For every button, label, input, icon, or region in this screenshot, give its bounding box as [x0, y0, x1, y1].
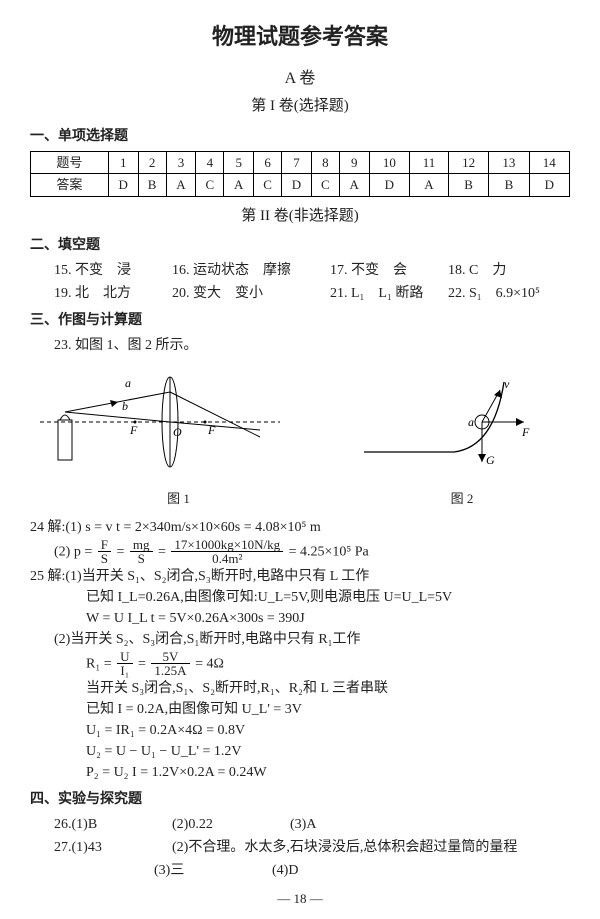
section-2-heading: 二、填空题	[30, 235, 570, 256]
fill-item: 18. C 力	[448, 260, 506, 281]
svg-text:F: F	[129, 423, 138, 437]
q24-line2: (2) p = FS = mgS = 17×1000kg×10N/kg0.4m²…	[30, 538, 570, 566]
fraction: 17×1000kg×10N/kg0.4m²	[171, 538, 283, 566]
q25-line2: 已知 I_L=0.26A,由图像可知:U_L=5V,则电源电压 U=U_L=5V	[30, 587, 570, 608]
figure-2-force-diagram: a v F G	[354, 362, 534, 482]
paper-label: A 卷	[30, 67, 570, 91]
fill-item: 16. 运动状态 摩擦	[172, 260, 312, 281]
q25-line7: 已知 I = 0.2A,由图像可知 U_L' = 3V	[30, 699, 570, 720]
table-row: 答案 D B A C A C D C A D A B B D	[31, 174, 570, 197]
fill-item: 20. 变大 变小	[172, 283, 312, 304]
section-4-heading: 四、实验与探究题	[30, 789, 570, 810]
q25-line3: W = U I_L t = 5V×0.26A×300s = 390J	[30, 608, 570, 629]
exp-item: (4)D	[272, 860, 298, 881]
q24-line1: 24 解:(1) s = v t = 2×340m/s×10×60s = 4.0…	[30, 517, 570, 538]
exp-item: (2)不合理。水太多,石块浸没后,总体积会超过量筒的量程	[172, 837, 517, 858]
svg-text:F: F	[207, 423, 216, 437]
section-1-heading: 一、单项选择题	[30, 126, 570, 147]
fill-item: 21. L₁ L₁ 断路	[330, 283, 430, 304]
fill-item: 22. S₁ 6.9×10⁵	[448, 283, 540, 304]
exp-row: 26.(1)B (2)0.22 (3)A	[54, 814, 570, 835]
fill-item: 17. 不变 会	[330, 260, 430, 281]
exp-row: 27.(1)43 (2)不合理。水太多,石块浸没后,总体积会超过量筒的量程	[54, 837, 570, 858]
svg-text:G: G	[486, 453, 495, 467]
svg-text:F: F	[521, 425, 530, 439]
svg-text:a: a	[468, 415, 474, 429]
page-title: 物理试题参考答案	[30, 20, 570, 53]
q25-line5: R₁ = UI₁ = 5V1.25A = 4Ω	[30, 650, 570, 678]
fill-item: 15. 不变 浸	[54, 260, 154, 281]
svg-text:b: b	[122, 399, 128, 413]
exp-item: 26.(1)B	[54, 814, 154, 835]
fill-row: 19. 北 北方 20. 变大 变小 21. L₁ L₁ 断路 22. S₁ 6…	[54, 283, 570, 304]
q25-line9: U₂ = U − U₁ − U_L' = 1.2V	[30, 741, 570, 762]
fraction: 5V1.25A	[151, 650, 189, 678]
exp-item: (3)三	[154, 860, 254, 881]
page-number: — 18 —	[30, 889, 570, 909]
answer-table: 题号 1 2 3 4 5 6 7 8 9 10 11 12 13 14 答案 D…	[30, 151, 570, 197]
svg-text:v: v	[504, 377, 510, 391]
figure-2-caption: 图 2	[354, 489, 570, 509]
part2-heading: 第 II 卷(非选择题)	[30, 205, 570, 228]
figure-1-lens-diagram: a b F F O	[30, 362, 290, 482]
q25-line4: (2)当开关 S₂、S₃闭合,S₁断开时,电路中只有 R₁工作	[30, 629, 570, 650]
svg-text:a: a	[125, 376, 131, 390]
fill-item: 19. 北 北方	[54, 283, 154, 304]
fraction: UI₁	[117, 650, 132, 678]
fill-row: 15. 不变 浸 16. 运动状态 摩擦 17. 不变 会 18. C 力	[54, 260, 570, 281]
exp-item: (2)0.22	[172, 814, 272, 835]
exp-item: (3)A	[290, 814, 316, 835]
fraction: FS	[98, 538, 111, 566]
q25-line6: 当开关 S₃闭合,S₁、S₂断开时,R₁、R₂和 L 三者串联	[30, 678, 570, 699]
q25-line1: 25 解:(1)当开关 S₁、S₂闭合,S₃断开时,电路中只有 L 工作	[30, 566, 570, 587]
table-row: 题号 1 2 3 4 5 6 7 8 9 10 11 12 13 14	[31, 151, 570, 174]
part1-heading: 第 I 卷(选择题)	[30, 95, 570, 118]
q25-line8: U₁ = IR₁ = 0.2A×4Ω = 0.8V	[30, 720, 570, 741]
exp-row: (3)三 (4)D	[54, 860, 570, 881]
table-header: 题号	[31, 151, 109, 174]
q23-text: 23. 如图 1、图 2 所示。	[30, 335, 570, 356]
q25-line10: P₂ = U₂ I = 1.2V×0.2A = 0.24W	[30, 762, 570, 783]
fraction: mgS	[130, 538, 153, 566]
figure-1-caption: 图 1	[30, 489, 327, 509]
section-3-heading: 三、作图与计算题	[30, 310, 570, 331]
table-header: 答案	[31, 174, 109, 197]
exp-item: 27.(1)43	[54, 837, 154, 858]
svg-text:O: O	[173, 425, 182, 439]
